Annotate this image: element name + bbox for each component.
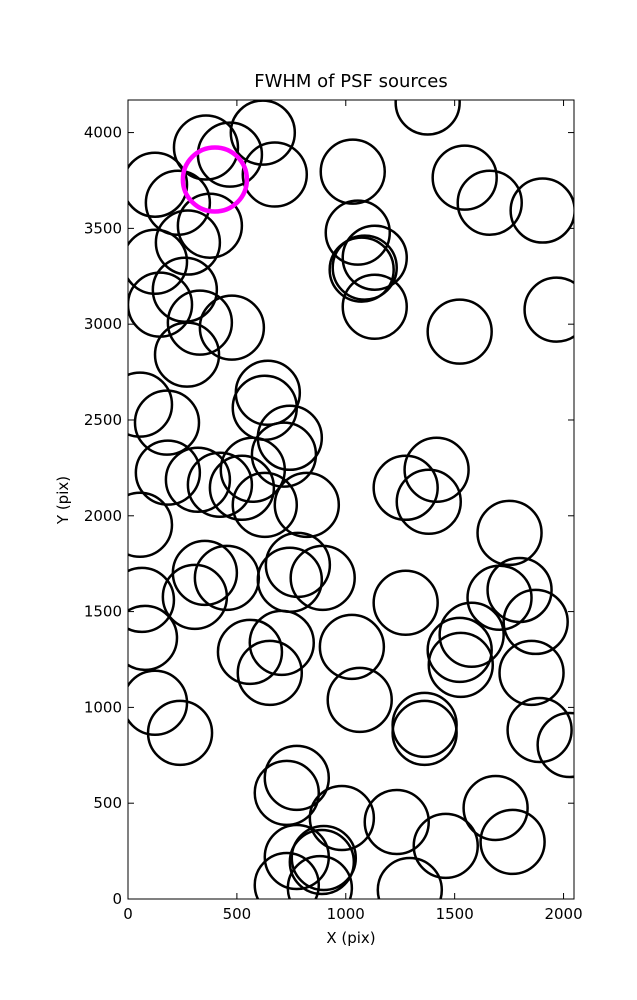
y-tick-label: 2000 (84, 507, 122, 525)
y-tick-label: 1000 (84, 698, 122, 716)
source-circle (128, 371, 174, 438)
source-circle (231, 471, 299, 539)
source-circle (128, 151, 189, 218)
plot-area (128, 100, 574, 899)
source-circle (263, 744, 331, 812)
source-circle (166, 289, 234, 356)
y-tick-label: 3000 (84, 315, 122, 333)
source-circle (506, 696, 573, 764)
source-circle (341, 273, 408, 340)
x-tick-label: 0 (123, 905, 133, 923)
source-circle (216, 618, 284, 686)
source-circle (372, 569, 439, 637)
source-circle (431, 144, 498, 211)
source-circle (250, 421, 318, 488)
source-circle (208, 454, 276, 522)
source-circle (476, 499, 543, 567)
source-circle (134, 439, 202, 506)
source-circle (486, 556, 553, 624)
source-circle (253, 759, 321, 827)
source-circle (180, 145, 250, 214)
source-circle (331, 234, 398, 301)
source-circle (151, 256, 219, 323)
source-circle (341, 224, 408, 291)
source-circle (391, 691, 458, 759)
source-circle (154, 209, 222, 276)
source-circle (363, 788, 430, 856)
source-circle (286, 854, 354, 899)
source-circle (128, 669, 189, 737)
source-circle (308, 784, 376, 852)
source-circle (426, 298, 493, 365)
source-circle (128, 228, 189, 295)
source-circle (394, 100, 461, 136)
source-circle (128, 271, 194, 338)
source-circle (372, 454, 439, 522)
source-circle (229, 100, 297, 166)
source-circle (391, 699, 458, 767)
source-circle (319, 138, 386, 205)
source-circle (502, 588, 569, 656)
plot-frame (127, 99, 575, 900)
source-circle (289, 544, 356, 612)
source-circle (128, 604, 179, 672)
x-tick-label: 2000 (544, 905, 582, 923)
source-circle (328, 236, 395, 303)
source-circle (462, 774, 529, 842)
source-circle (438, 601, 505, 669)
source-circle (318, 613, 386, 681)
source-circle (144, 169, 212, 236)
y-tick-label: 3500 (84, 219, 122, 237)
y-tick-label: 4000 (84, 124, 122, 142)
source-circle (253, 851, 320, 899)
x-axis-label: X (pix) (326, 929, 375, 947)
y-tick-label: 2500 (84, 411, 122, 429)
source-circle (427, 631, 495, 699)
y-axis-label: Y (pix) (54, 476, 72, 525)
source-circle (133, 389, 201, 456)
y-tick-label: 1500 (84, 603, 122, 621)
x-tick-label: 1000 (327, 905, 365, 923)
chart-title: FWHM of PSF sources (254, 71, 448, 92)
source-circle (236, 639, 304, 707)
source-circle (456, 169, 523, 236)
x-tick-label: 1500 (436, 905, 474, 923)
source-circle (176, 192, 244, 259)
source-circle (172, 114, 240, 181)
y-tick-label: 500 (93, 794, 122, 812)
source-circle (161, 563, 229, 631)
source-circle (479, 808, 546, 876)
source-circle (509, 177, 574, 244)
source-circle (153, 321, 221, 388)
source-circle (186, 451, 254, 518)
source-circle (324, 199, 392, 266)
source-circle (290, 824, 358, 892)
source-circle (523, 276, 574, 343)
source-circle (198, 294, 266, 361)
source-circle (128, 491, 174, 559)
y-tick-label: 0 (112, 890, 122, 908)
source-circle (326, 666, 393, 734)
source-circle (395, 468, 462, 536)
source-circle (248, 609, 315, 677)
source-circle (128, 566, 176, 634)
source-circle (376, 856, 444, 899)
source-circle (219, 436, 287, 504)
source-circle (241, 141, 309, 208)
source-circle (164, 446, 232, 514)
source-circle (288, 828, 356, 896)
source-circle (426, 616, 493, 684)
source-circle (273, 471, 341, 539)
x-tick-label: 500 (223, 905, 252, 923)
source-circle (412, 812, 479, 880)
source-circle (146, 699, 214, 767)
source-circle (536, 711, 574, 779)
source-circle (403, 436, 470, 504)
source-circle (498, 639, 565, 707)
